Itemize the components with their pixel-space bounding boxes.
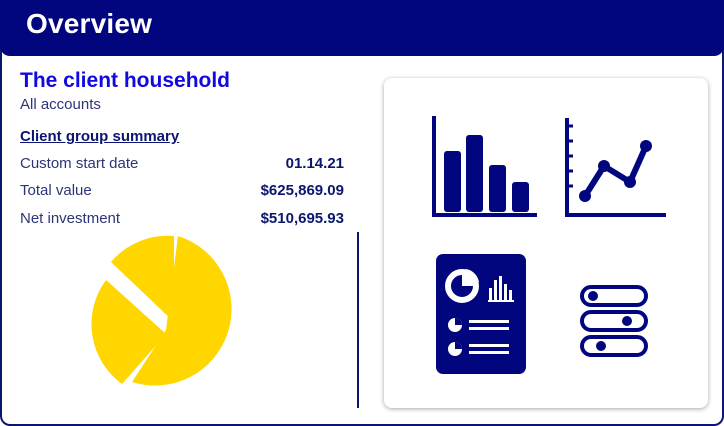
summary-value: $625,869.09 xyxy=(260,182,344,199)
summary-label: Total value xyxy=(20,182,92,199)
client-subtitle: All accounts xyxy=(20,96,101,113)
vertical-divider xyxy=(357,232,359,408)
line-chart-icon xyxy=(565,118,666,217)
summary-row-net-investment: Net investment $510,695.93 xyxy=(20,210,344,230)
client-group-summary-link[interactable]: Client group summary xyxy=(20,128,180,145)
pie-slice-large xyxy=(132,236,232,386)
summary-value: 01.14.21 xyxy=(285,155,344,172)
summary-row-total-value: Total value $625,869.09 xyxy=(20,182,344,202)
pie-chart-icon xyxy=(86,232,256,402)
summary-label: Net investment xyxy=(20,210,121,227)
bar-chart-icon xyxy=(432,116,537,217)
client-title: The client household xyxy=(20,69,231,92)
toggle-switches-icon xyxy=(580,285,648,357)
summary-value: $510,695.93 xyxy=(260,210,344,227)
header-bar: Overview xyxy=(0,0,724,56)
pie-slice-left xyxy=(91,280,166,384)
summary-label: Custom start date xyxy=(20,155,139,172)
pie-slice-top xyxy=(111,235,174,322)
icon-card xyxy=(384,78,708,408)
page-title: Overview xyxy=(26,8,153,39)
summary-row-start-date: Custom start date 01.14.21 xyxy=(20,155,344,175)
report-document-icon xyxy=(436,254,526,374)
